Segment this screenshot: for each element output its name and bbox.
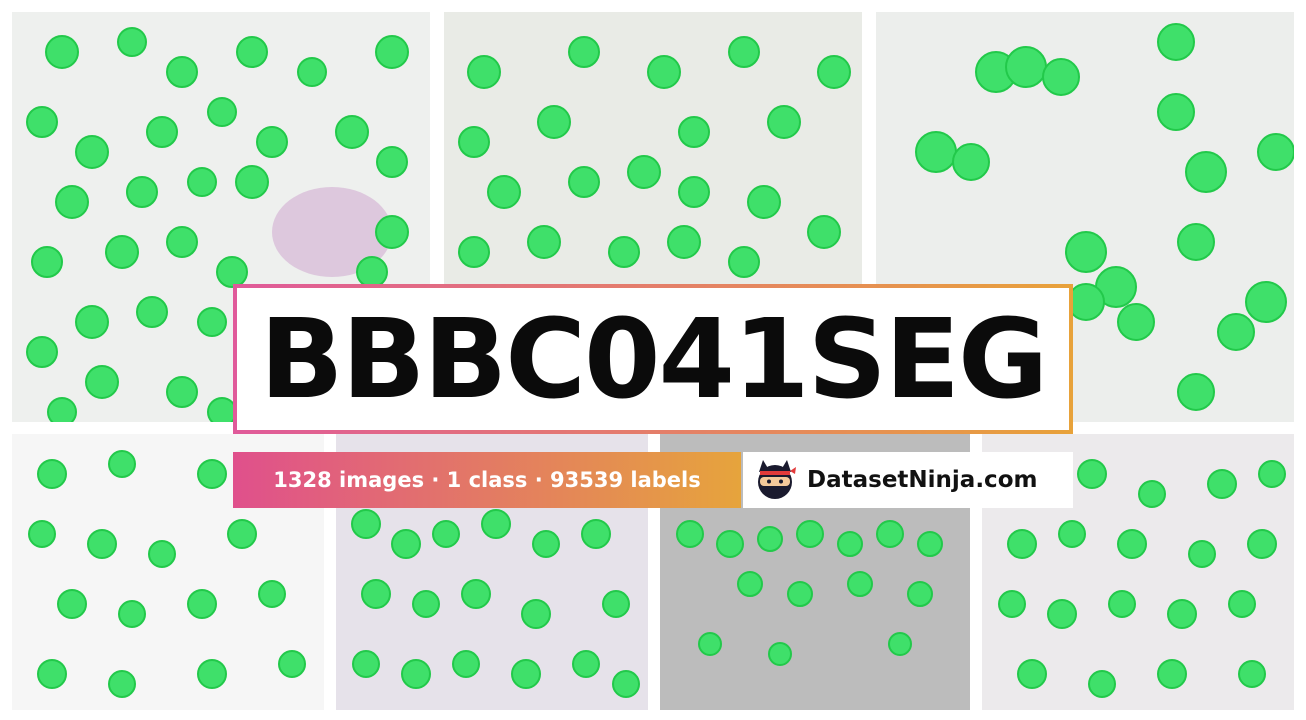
- dataset-stats: 1328 images · 1 class · 93539 labels: [273, 468, 701, 492]
- brand-name: DatasetNinja.com: [807, 467, 1038, 493]
- sample-image-4: [12, 434, 324, 710]
- sample-tile-4: [12, 434, 324, 710]
- dataset-title: BBBC041SEG: [259, 295, 1049, 423]
- sample-image-3: [876, 12, 1294, 422]
- sample-image-1: [12, 12, 430, 422]
- sample-tile-3: [876, 12, 1294, 422]
- stats-banner: 1328 images · 1 class · 93539 labels: [233, 452, 741, 508]
- ninja-mascot-icon: [758, 460, 796, 499]
- title-banner: BBBC041SEG: [233, 284, 1073, 434]
- brand-banner: DatasetNinja.com: [743, 452, 1073, 508]
- sample-tile-1: [12, 12, 430, 422]
